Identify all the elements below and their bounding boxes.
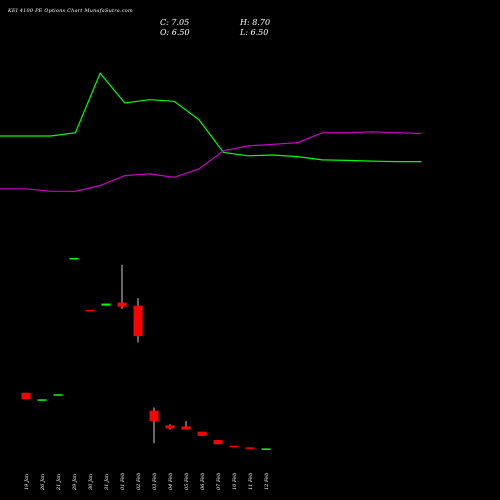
candle-body (69, 257, 79, 260)
x-tick-label: 01 Feb (120, 473, 126, 490)
x-tick-label: 06 Feb (200, 473, 206, 490)
chart-title: KEI 4100 PE Options Chart MunafaSutra.co… (8, 8, 133, 14)
candle-body (37, 399, 47, 401)
x-tick-label: 30 Jan (88, 474, 94, 490)
x-tick-label: 29 Jan (72, 474, 78, 491)
close-value: C: 7.05 (160, 18, 190, 27)
x-tick-label: 03 Feb (152, 473, 158, 490)
x-tick-label: 11 Feb (248, 473, 254, 490)
x-tick-label: 05 Feb (184, 473, 190, 490)
x-tick-label: 19 Jan (24, 474, 30, 490)
candle-body (117, 302, 127, 307)
series-line-1 (0, 131, 422, 192)
candle-body (261, 448, 271, 450)
high-value: H: 8.70 (240, 18, 271, 27)
x-tick-label: 31 Jan (104, 474, 110, 490)
x-tick-label: 02 Feb (136, 473, 142, 490)
x-tick-label: 12 Feb (264, 473, 270, 490)
candle-body (229, 445, 239, 448)
x-tick-label: 20 Jan (40, 474, 46, 491)
candle-body (133, 305, 143, 337)
x-tick-label: 10 Feb (232, 473, 238, 490)
open-value: O: 6.50 (160, 28, 190, 37)
low-value: L: 6.50 (240, 28, 269, 37)
candle-body (53, 394, 63, 396)
candle-body (85, 309, 95, 312)
candle-body (21, 392, 31, 400)
candle-body (101, 303, 111, 306)
candle-body (213, 440, 223, 445)
candle-body (181, 426, 191, 430)
candle-body (149, 410, 159, 422)
series-line-0 (0, 72, 421, 163)
candle-body (245, 447, 255, 449)
x-tick-label: 07 Feb (216, 473, 222, 490)
x-tick-label: 21 Jan (56, 474, 62, 491)
candle-body (165, 425, 175, 429)
candle-body (197, 431, 207, 436)
x-tick-label: 04 Feb (168, 473, 174, 490)
